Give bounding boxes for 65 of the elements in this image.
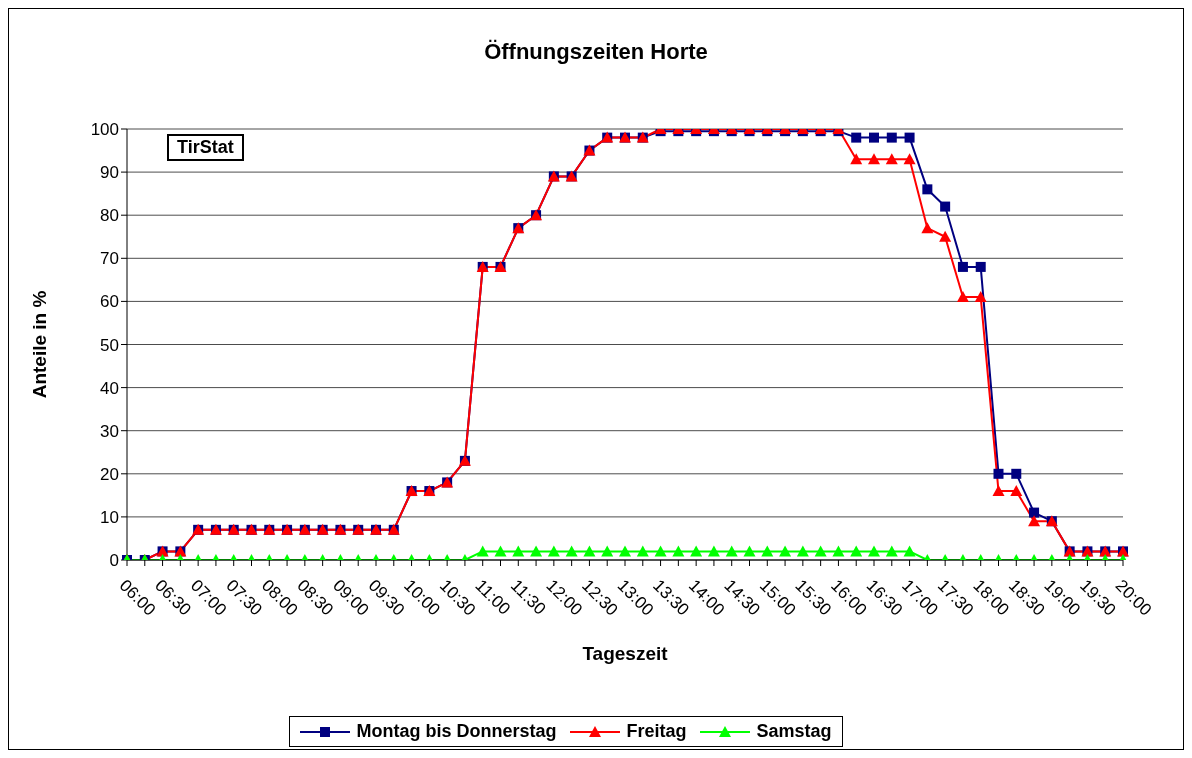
point xyxy=(922,184,933,195)
point xyxy=(974,291,987,303)
y-tick-label: 50 xyxy=(100,335,119,355)
point xyxy=(1011,468,1022,479)
point xyxy=(956,291,969,303)
point xyxy=(885,545,898,557)
point xyxy=(1010,485,1023,497)
point xyxy=(921,222,934,234)
y-tick-label: 0 xyxy=(109,551,119,571)
point xyxy=(761,545,774,557)
point xyxy=(992,485,1005,497)
point xyxy=(850,545,863,557)
point xyxy=(993,468,1004,479)
point xyxy=(725,545,738,557)
y-tick-label: 40 xyxy=(100,378,119,398)
point xyxy=(476,545,489,557)
point xyxy=(975,261,986,272)
y-tick-label: 70 xyxy=(100,249,119,269)
point xyxy=(654,545,667,557)
point xyxy=(869,132,879,143)
point xyxy=(494,545,507,557)
point xyxy=(814,545,827,557)
y-tick-label: 20 xyxy=(100,464,119,484)
point xyxy=(850,153,863,165)
point xyxy=(512,545,525,557)
y-tick-label: 60 xyxy=(100,292,119,312)
point xyxy=(779,545,792,557)
point xyxy=(619,545,631,557)
point xyxy=(868,153,880,165)
y-tick-label: 10 xyxy=(100,507,119,527)
point xyxy=(672,545,685,557)
point xyxy=(886,132,897,143)
point xyxy=(743,545,756,557)
point xyxy=(868,545,880,557)
point xyxy=(547,545,560,557)
point xyxy=(601,545,614,557)
legend-label: Montag bis Donnerstag xyxy=(355,721,557,742)
point xyxy=(530,545,543,557)
point xyxy=(1029,507,1040,518)
point xyxy=(939,230,952,242)
point xyxy=(690,545,703,557)
point xyxy=(957,261,968,272)
chart-title: Öffnungszeiten Horte xyxy=(483,39,709,65)
y-tick-label: 80 xyxy=(100,206,119,226)
point xyxy=(796,545,809,557)
point xyxy=(903,153,916,165)
y-tick-label: 90 xyxy=(100,163,119,183)
y-axis-title: Anteile in % xyxy=(28,290,50,399)
y-tick-label: 100 xyxy=(90,120,119,140)
point xyxy=(851,132,862,143)
point xyxy=(832,545,845,557)
point xyxy=(904,132,915,143)
point xyxy=(565,545,578,557)
y-tick-label: 30 xyxy=(100,421,119,441)
legend-label: Samstag xyxy=(755,721,832,742)
annotation: TirStat xyxy=(167,134,244,161)
point xyxy=(636,545,649,557)
x-axis-title: Tageszeit xyxy=(582,643,669,664)
point xyxy=(707,545,720,557)
point xyxy=(583,545,596,557)
point xyxy=(1028,515,1041,527)
point xyxy=(940,201,951,212)
legend-label: Freitag xyxy=(625,721,687,742)
point xyxy=(903,545,916,557)
point xyxy=(885,153,898,165)
